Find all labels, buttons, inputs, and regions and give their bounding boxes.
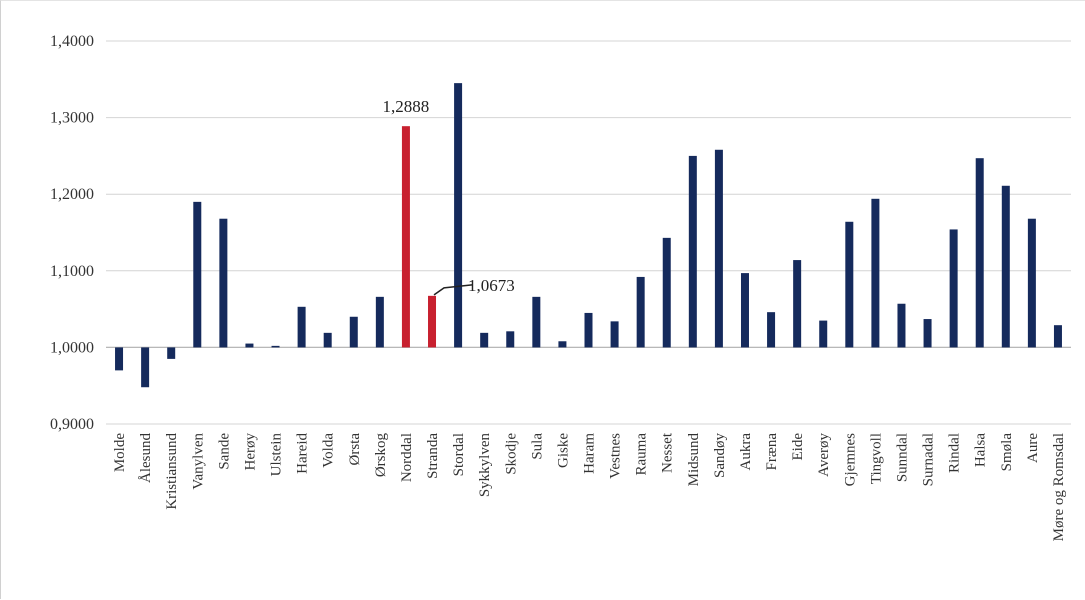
bar xyxy=(141,347,150,388)
bar xyxy=(323,332,332,348)
y-tick-label: 1,1000 xyxy=(50,263,94,280)
x-tick-label: Sande xyxy=(216,433,232,470)
x-tick-label: Halsa xyxy=(973,433,989,467)
x-tick-label: Ålesund xyxy=(138,433,154,483)
x-tick-label: Averøy xyxy=(816,433,832,477)
y-tick-label: 1,0000 xyxy=(50,339,94,356)
bar xyxy=(532,296,541,348)
bar xyxy=(636,276,645,348)
bar xyxy=(819,320,828,348)
bar xyxy=(1053,325,1062,348)
x-tick-label: Giske xyxy=(555,433,571,468)
bar xyxy=(871,198,880,348)
bar xyxy=(923,319,932,348)
x-tick-label: Rauma xyxy=(634,433,650,476)
bar xyxy=(714,149,723,348)
bar xyxy=(610,321,619,348)
bar xyxy=(662,237,671,348)
bar xyxy=(271,345,280,348)
bar xyxy=(558,341,567,348)
x-tick-label: Skodje xyxy=(503,433,519,475)
x-tick-label: Aure xyxy=(1025,433,1041,463)
x-tick-label: Sandøy xyxy=(712,433,728,479)
data-label: 1,2888 xyxy=(383,97,430,116)
x-tick-label: Vestnes xyxy=(608,433,624,479)
x-tick-label: Sykkylven xyxy=(477,433,493,498)
bar xyxy=(245,343,254,348)
x-tick-label: Volda xyxy=(321,433,337,468)
x-tick-label: Gjemnes xyxy=(842,433,858,486)
bar xyxy=(584,312,593,348)
x-tick-label: Stranda xyxy=(425,433,441,479)
x-tick-label: Kristiansund xyxy=(164,433,180,510)
x-tick-label: Ørsta xyxy=(347,433,363,466)
bar xyxy=(949,229,958,348)
x-tick-label: Norddal xyxy=(399,433,415,482)
bar xyxy=(506,331,515,348)
bar xyxy=(480,332,489,348)
y-tick-label: 1,4000 xyxy=(50,33,94,50)
x-tick-label: Vanylven xyxy=(190,433,206,490)
bar xyxy=(115,347,124,371)
bar xyxy=(1001,185,1010,348)
y-tick-label: 0,9000 xyxy=(50,416,94,433)
bar xyxy=(375,296,384,348)
bar xyxy=(845,221,854,348)
leader-line xyxy=(433,284,473,296)
x-tick-label: Molde xyxy=(112,433,128,473)
x-tick-label: Rindal xyxy=(947,433,963,473)
x-tick-label: Møre og Romsdal xyxy=(1051,433,1067,541)
x-tick-label: Sula xyxy=(529,433,545,460)
bar xyxy=(688,155,697,348)
y-tick-label: 1,3000 xyxy=(50,110,94,127)
bar xyxy=(193,201,202,348)
x-tick-label: Ulstein xyxy=(269,433,285,477)
x-tick-label: Ørskog xyxy=(373,433,389,478)
x-tick-label: Tingvoll xyxy=(868,433,884,484)
bar xyxy=(767,312,776,348)
bar xyxy=(740,273,749,348)
x-tick-label: Nesset xyxy=(660,432,676,473)
y-tick-label: 1,2000 xyxy=(50,186,94,203)
bar xyxy=(297,306,306,348)
bar xyxy=(1027,218,1036,348)
bar xyxy=(401,126,410,348)
bar xyxy=(454,83,463,348)
x-tick-label: Sunndal xyxy=(894,433,910,482)
x-tick-label: Fræna xyxy=(764,433,780,471)
x-tick-label: Midsund xyxy=(686,433,702,487)
bar xyxy=(428,295,437,348)
bar xyxy=(897,303,906,348)
bar xyxy=(793,260,802,348)
x-tick-label: Herøy xyxy=(242,433,258,471)
x-tick-label: Surnadal xyxy=(921,433,937,486)
bar xyxy=(349,316,358,348)
bar xyxy=(167,347,176,359)
x-tick-label: Hareid xyxy=(295,433,311,474)
x-tick-label: Stordal xyxy=(451,433,467,476)
bar xyxy=(219,218,228,348)
x-tick-label: Eide xyxy=(790,433,806,461)
x-tick-label: Aukra xyxy=(738,433,754,471)
data-label: 1,0673 xyxy=(468,276,515,295)
x-tick-label: Smøla xyxy=(999,433,1015,472)
x-tick-label: Haram xyxy=(582,433,598,474)
bar xyxy=(975,158,984,348)
